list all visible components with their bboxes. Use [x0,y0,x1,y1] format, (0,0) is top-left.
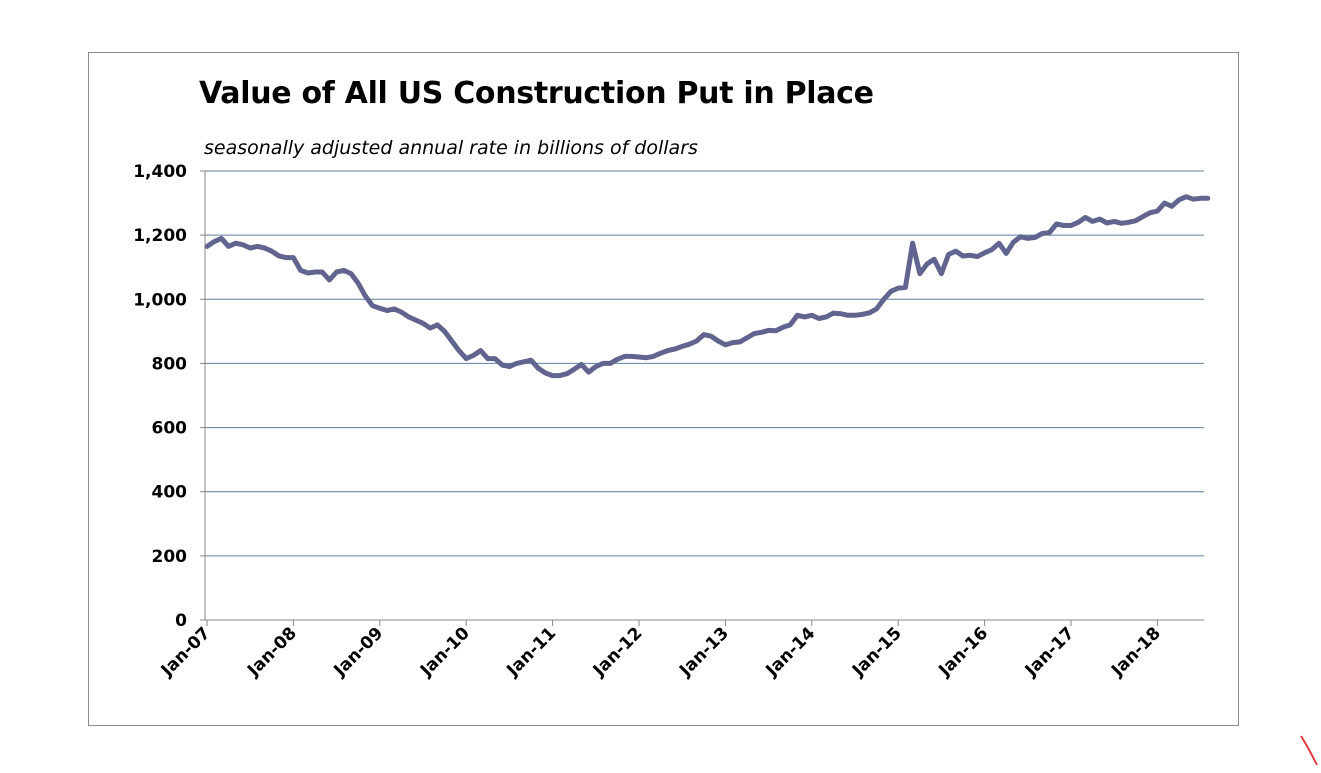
x-tick-label: Jan-13 [675,623,733,681]
y-tick-label: 800 [152,354,188,374]
y-tick-label: 1,400 [133,162,187,182]
x-tick-label: Jan-09 [330,623,388,681]
y-axis: 0 200 400 600 800 1,000 1,200 1,400 [133,162,206,631]
y-tick-label: 400 [152,483,188,503]
x-tick-label: Jan-16 [934,623,992,681]
x-tick-label: Jan-10 [416,623,474,681]
x-tick-label: Jan-17 [1021,623,1079,681]
chart-subtitle: seasonally adjusted annual rate in billi… [204,137,698,159]
x-tick-label: Jan-11 [502,623,560,681]
x-tick-label: Jan-12 [589,623,647,681]
x-tick-label: Jan-08 [243,623,301,681]
y-tick-label: 1,200 [133,226,187,246]
y-tick-label: 200 [152,547,188,567]
chart-frame [88,52,1239,726]
x-axis: Jan-07 Jan-08 Jan-09 Jan-10 Jan-11 Jan-12 Jan-… [157,619,1204,681]
x-tick-label: Jan-15 [848,623,906,681]
series-group [204,194,1211,379]
y-tick-label: 0 [175,611,187,631]
y-tick-label: 1,000 [133,290,187,310]
chart-title: Value of All US Construction Put in Plac… [199,76,874,111]
red-pen-stroke [1300,735,1318,766]
x-tick-label: Jan-07 [157,623,215,681]
y-tick-label: 600 [152,419,188,439]
x-tick-label: Jan-18 [1107,623,1165,681]
series-line-0 [204,194,1211,379]
x-tick-label: Jan-14 [762,623,820,681]
